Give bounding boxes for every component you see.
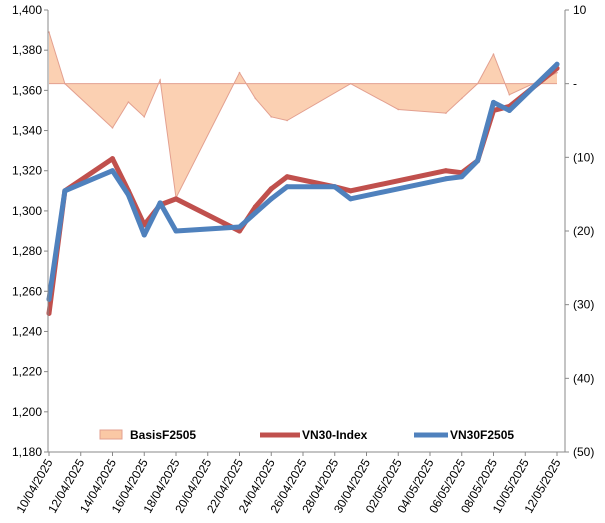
left-tick-label: 1,360 <box>12 83 42 97</box>
right-tick-label: 10 <box>573 3 587 17</box>
legend-label-vn30-index: VN30-Index <box>302 428 368 442</box>
left-axis-ticks: 1,180 1,200 1,220 1,240 1,260 1,280 1,300 1,320… <box>12 3 48 459</box>
point-vn30f2505 <box>491 99 496 105</box>
point-basisf2505 <box>397 108 400 111</box>
point-vn30f2505 <box>110 168 115 174</box>
right-axis-ticks: (50) (40) (30) (20) (10) - 10 <box>565 3 594 459</box>
left-tick-label: 1,400 <box>12 3 42 17</box>
left-tick-label: 1,240 <box>12 324 42 338</box>
left-tick-label: 1,200 <box>12 405 42 419</box>
series-area-basisf2505 <box>49 32 557 198</box>
right-tick-label: (20) <box>573 224 594 238</box>
point-vn30f2505 <box>237 224 242 230</box>
left-tick-label: 1,320 <box>12 164 42 178</box>
point-vn30f2505 <box>443 176 449 182</box>
point-vn30f2505 <box>141 232 147 238</box>
point-vn30f2505 <box>332 184 338 190</box>
point-vn30-index <box>110 156 115 162</box>
point-basisf2505 <box>270 116 273 118</box>
point-basisf2505 <box>111 127 114 129</box>
right-tick-label: - <box>573 77 577 91</box>
point-basisf2505 <box>143 116 146 118</box>
point-basisf2505 <box>254 97 257 100</box>
point-vn30-index <box>173 196 179 202</box>
left-tick-label: 1,260 <box>12 284 42 298</box>
left-tick-label: 1,340 <box>12 124 42 138</box>
point-vn30f2505 <box>125 192 131 198</box>
point-vn30-index <box>268 186 274 192</box>
point-vn30f2505 <box>554 61 560 67</box>
point-vn30f2505 <box>46 296 52 302</box>
legend-label-basis: BasisF2505 <box>130 428 196 442</box>
point-vn30f2505 <box>268 196 274 202</box>
axes <box>47 10 566 453</box>
point-basisf2505 <box>492 53 495 55</box>
point-vn30-index <box>284 174 290 180</box>
point-vn30f2505 <box>62 188 68 194</box>
left-tick-label: 1,180 <box>12 445 42 459</box>
point-vn30-index <box>443 168 449 174</box>
point-vn30f2505 <box>284 184 290 190</box>
legend-swatch-basis <box>99 429 123 440</box>
right-tick-label: (50) <box>573 445 594 459</box>
point-vn30-index <box>237 228 242 234</box>
point-vn30f2505 <box>475 158 481 164</box>
plot-series <box>46 31 560 316</box>
right-tick-label: (40) <box>573 371 594 385</box>
left-tick-label: 1,300 <box>12 204 42 218</box>
point-basisf2505 <box>238 71 241 74</box>
point-basisf2505 <box>445 112 447 114</box>
left-tick-label: 1,380 <box>12 43 42 57</box>
point-vn30f2505 <box>348 196 354 202</box>
point-basisf2505 <box>286 119 288 122</box>
left-tick-label: 1,280 <box>12 244 42 258</box>
series-area-edge-basisf2505 <box>48 31 558 200</box>
point-vn30f2505 <box>252 210 258 216</box>
point-basisf2505 <box>508 93 511 96</box>
point-basisf2505 <box>64 82 66 85</box>
right-tick-label: (30) <box>573 298 594 312</box>
point-basisf2505 <box>460 97 463 100</box>
point-vn30-index <box>46 310 52 316</box>
point-vn30-index <box>348 188 354 194</box>
point-vn30f2505 <box>157 200 163 206</box>
x-axis-ticks: 10/04/202512/04/202514/04/202516/04/2025… <box>13 452 564 516</box>
point-basisf2505 <box>48 31 50 33</box>
point-basisf2505 <box>556 71 558 74</box>
legend-label-vn30f2505: VN30F2505 <box>450 428 514 442</box>
point-basisf2505 <box>476 82 479 85</box>
point-vn30-index <box>252 204 258 210</box>
left-tick-label: 1,220 <box>12 365 42 379</box>
legend: BasisF2505 VN30-Index VN30F2505 <box>99 428 514 442</box>
point-basisf2505 <box>159 79 161 81</box>
point-basisf2505 <box>349 82 352 85</box>
point-vn30f2505 <box>506 107 512 113</box>
point-vn30f2505 <box>173 228 179 234</box>
right-tick-label: (10) <box>573 150 594 164</box>
point-basisf2505 <box>127 101 130 103</box>
point-vn30f2505 <box>459 174 465 180</box>
